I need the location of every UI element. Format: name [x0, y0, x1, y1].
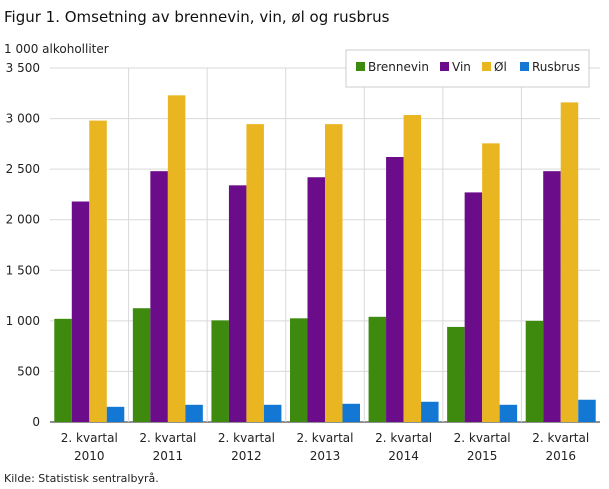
bar-vin [543, 171, 561, 422]
bar-brennevin [211, 320, 229, 422]
bar-øl [482, 143, 500, 422]
y-tick-label: 3 000 [6, 112, 40, 126]
legend-label-øl: Øl [494, 60, 507, 74]
bar-rusbrus [499, 404, 518, 422]
x-tick-label: 2010 [74, 449, 105, 463]
y-axis-unit-label: 1 000 alkoholliter [4, 42, 109, 56]
y-tick-label: 1 000 [6, 314, 40, 328]
x-tick-label: 2013 [310, 449, 341, 463]
x-tick-label: 2. kvartal [532, 431, 589, 445]
x-tick-label: 2011 [153, 449, 184, 463]
legend-label-rusbrus: Rusbrus [532, 60, 580, 74]
bar-rusbrus [578, 399, 596, 422]
bar-rusbrus [185, 404, 203, 422]
bar-brennevin [447, 326, 465, 422]
x-tick-label: 2. kvartal [218, 431, 275, 445]
bar-øl [325, 124, 343, 423]
y-tick-label: 3 500 [6, 61, 40, 75]
x-tick-label: 2015 [467, 449, 498, 463]
bar-vin [150, 171, 168, 422]
x-tick-label: 2. kvartal [454, 431, 511, 445]
bar-vin [464, 192, 483, 422]
y-tick-label: 2 500 [6, 162, 40, 176]
legend-swatch-brennevin [356, 62, 365, 71]
bar-rusbrus [421, 401, 439, 422]
bar-vin [307, 177, 325, 422]
bar-brennevin [368, 316, 387, 422]
legend-label-vin: Vin [452, 60, 471, 74]
legend-swatch-vin [440, 62, 449, 71]
bar-øl [560, 102, 579, 422]
bar-brennevin [54, 318, 72, 422]
bar-rusbrus [106, 406, 125, 422]
bar-øl [89, 120, 107, 422]
x-tick-label: 2. kvartal [139, 431, 196, 445]
bar-brennevin [525, 320, 544, 422]
x-tick-label: 2012 [231, 449, 262, 463]
bar-vin [228, 185, 247, 422]
legend-swatch-rusbrus [520, 62, 529, 71]
bar-øl [246, 124, 264, 423]
legend-label-brennevin: Brennevin [368, 60, 429, 74]
y-tick-label: 0 [32, 415, 40, 429]
x-tick-label: 2. kvartal [297, 431, 354, 445]
bar-rusbrus [263, 404, 282, 422]
bar-brennevin [290, 318, 308, 422]
source-note: Kilde: Statistisk sentralbyrå. [4, 472, 159, 485]
x-tick-label: 2014 [388, 449, 419, 463]
legend-swatch-øl [482, 62, 491, 71]
y-tick-label: 500 [17, 364, 40, 378]
legend [345, 49, 590, 88]
bar-vin [71, 201, 90, 422]
bar-øl [167, 95, 186, 423]
x-tick-label: 2. kvartal [61, 431, 118, 445]
chart-title: Figur 1. Omsetning av brennevin, vin, øl… [4, 8, 390, 26]
bar-brennevin [132, 308, 151, 422]
y-tick-label: 1 500 [6, 263, 40, 277]
y-tick-label: 2 000 [6, 213, 40, 227]
x-tick-label: 2016 [545, 449, 576, 463]
bar-vin [386, 157, 404, 422]
bar-øl [403, 115, 422, 422]
bar-rusbrus [342, 403, 360, 422]
x-tick-label: 2. kvartal [375, 431, 432, 445]
